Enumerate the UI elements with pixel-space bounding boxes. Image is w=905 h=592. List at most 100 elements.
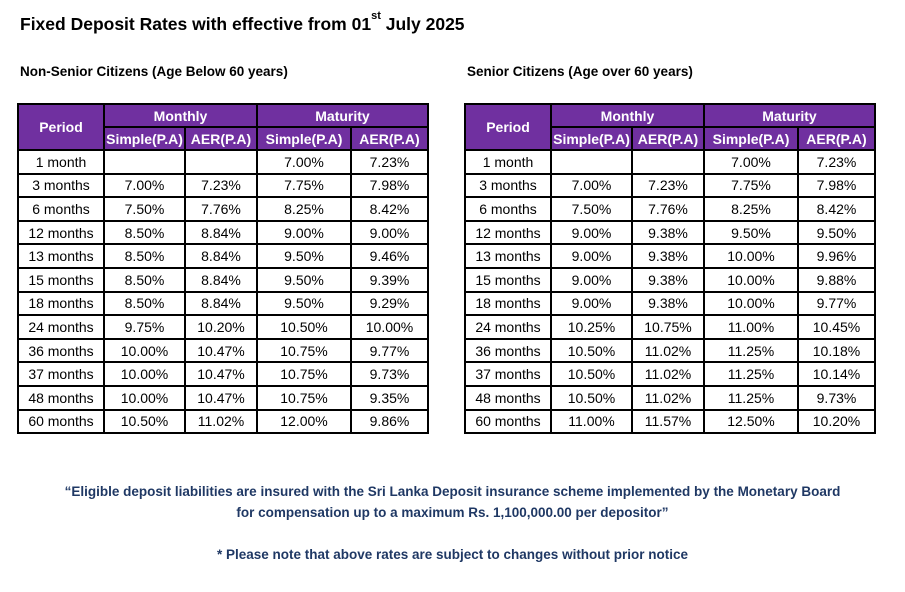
table-row: 36 months 10.50% 11.02% 11.25% 10.18% xyxy=(464,337,876,364)
title-superscript: st xyxy=(371,10,381,22)
header-maturity-aer: AER(P.A) xyxy=(797,126,876,151)
cell-maturity-simple: 9.50% xyxy=(256,290,352,317)
cell-maturity-simple: 9.50% xyxy=(256,243,352,269)
header-monthly-aer: AER(P.A) xyxy=(631,126,705,151)
cell-maturity-aer: 7.23% xyxy=(350,149,429,175)
cell-period: 48 months xyxy=(17,384,105,411)
table-row: 60 months 11.00% 11.57% 12.50% 10.20% xyxy=(464,408,876,435)
cell-maturity-simple: 11.25% xyxy=(703,337,799,364)
cell-monthly-simple: 11.00% xyxy=(550,408,633,435)
cell-maturity-simple: 7.00% xyxy=(256,149,352,175)
cell-maturity-simple: 10.75% xyxy=(256,337,352,364)
header-period: Period xyxy=(464,103,552,151)
insurance-note-line2: for compensation up to a maximum Rs. 1,1… xyxy=(236,505,669,520)
cell-period: 1 month xyxy=(464,149,552,175)
cell-maturity-simple: 9.00% xyxy=(256,219,352,246)
cell-monthly-simple: 7.50% xyxy=(103,196,186,222)
cell-maturity-aer: 9.77% xyxy=(350,337,429,364)
header-monthly-aer: AER(P.A) xyxy=(184,126,258,151)
cell-period: 18 months xyxy=(464,290,552,317)
cell-monthly-aer: 8.84% xyxy=(184,219,258,246)
cell-maturity-simple: 10.75% xyxy=(256,361,352,387)
cell-monthly-simple: 7.00% xyxy=(103,172,186,199)
cell-period: 24 months xyxy=(17,314,105,340)
table-body: 1 month 7.00% 7.23% 3 months 7.00% 7.23% 7.75%… xyxy=(464,149,876,435)
cell-maturity-aer: 8.42% xyxy=(350,196,429,222)
cell-monthly-simple: 8.50% xyxy=(103,219,186,246)
table-row: 36 months 10.00% 10.47% 10.75% 9.77% xyxy=(17,337,429,364)
cell-monthly-aer: 9.38% xyxy=(631,219,705,246)
cell-maturity-aer: 9.00% xyxy=(350,219,429,246)
cell-maturity-simple: 10.00% xyxy=(703,266,799,293)
non-senior-rates-table: Period Monthly Maturity Simple(P.A) AER(… xyxy=(17,103,429,435)
cell-monthly-aer: 7.23% xyxy=(184,172,258,199)
cell-period: 60 months xyxy=(464,408,552,435)
cell-maturity-aer: 9.35% xyxy=(350,384,429,411)
cell-maturity-aer: 9.50% xyxy=(797,219,876,246)
cell-maturity-simple: 8.25% xyxy=(256,196,352,222)
cell-monthly-aer: 7.76% xyxy=(184,196,258,222)
cell-monthly-simple: 10.50% xyxy=(103,408,186,435)
cell-period: 36 months xyxy=(17,337,105,364)
cell-monthly-aer: 11.02% xyxy=(631,337,705,364)
cell-maturity-aer: 7.98% xyxy=(350,172,429,199)
table-row: 15 months 8.50% 8.84% 9.50% 9.39% xyxy=(17,266,429,293)
header-maturity-aer: AER(P.A) xyxy=(350,126,429,151)
table-body: 1 month 7.00% 7.23% 3 months 7.00% 7.23% 7.75%… xyxy=(17,149,429,435)
cell-monthly-simple: 10.25% xyxy=(550,314,633,340)
cell-maturity-simple: 10.50% xyxy=(256,314,352,340)
cell-monthly-simple: 8.50% xyxy=(103,266,186,293)
table-row: 48 months 10.00% 10.47% 10.75% 9.35% xyxy=(17,384,429,411)
cell-monthly-simple: 9.00% xyxy=(550,219,633,246)
cell-period: 18 months xyxy=(17,290,105,317)
rate-change-notice: * Please note that above rates are subje… xyxy=(216,547,689,562)
cell-period: 1 month xyxy=(17,149,105,175)
cell-maturity-simple: 11.25% xyxy=(703,384,799,411)
cell-monthly-aer: 10.75% xyxy=(631,314,705,340)
cell-period: 24 months xyxy=(464,314,552,340)
cell-period: 60 months xyxy=(17,408,105,435)
cell-monthly-aer: 9.38% xyxy=(631,290,705,317)
cell-monthly-aer: 10.47% xyxy=(184,361,258,387)
header-monthly: Monthly xyxy=(550,103,705,128)
table-row: 15 months 9.00% 9.38% 10.00% 9.88% xyxy=(464,266,876,293)
cell-monthly-simple: 10.50% xyxy=(550,384,633,411)
cell-monthly-aer xyxy=(184,149,258,175)
cell-monthly-aer: 7.76% xyxy=(631,196,705,222)
cell-maturity-aer: 10.00% xyxy=(350,314,429,340)
cell-monthly-simple: 8.50% xyxy=(103,290,186,317)
cell-monthly-aer: 9.38% xyxy=(631,243,705,269)
cell-maturity-aer: 9.46% xyxy=(350,243,429,269)
cell-maturity-simple: 11.00% xyxy=(703,314,799,340)
cell-monthly-simple: 9.00% xyxy=(550,290,633,317)
cell-period: 37 months xyxy=(17,361,105,387)
header-maturity-simple: Simple(P.A) xyxy=(256,126,352,151)
cell-period: 13 months xyxy=(464,243,552,269)
cell-maturity-simple: 9.50% xyxy=(256,266,352,293)
cell-monthly-aer: 11.02% xyxy=(631,361,705,387)
cell-monthly-aer: 9.38% xyxy=(631,266,705,293)
table-row: 37 months 10.00% 10.47% 10.75% 9.73% xyxy=(17,361,429,387)
table-row: 24 months 9.75% 10.20% 10.50% 10.00% xyxy=(17,314,429,340)
cell-maturity-simple: 7.00% xyxy=(703,149,799,175)
table-row: 3 months 7.00% 7.23% 7.75% 7.98% xyxy=(464,172,876,199)
cell-maturity-simple: 9.50% xyxy=(703,219,799,246)
table-row: 1 month 7.00% 7.23% xyxy=(17,149,429,175)
cell-maturity-simple: 11.25% xyxy=(703,361,799,387)
cell-monthly-simple: 10.50% xyxy=(550,361,633,387)
cell-monthly-simple: 10.50% xyxy=(550,337,633,364)
non-senior-label: Non-Senior Citizens (Age Below 60 years) xyxy=(20,64,288,79)
cell-period: 37 months xyxy=(464,361,552,387)
table-row: 18 months 9.00% 9.38% 10.00% 9.77% xyxy=(464,290,876,317)
table-row: 3 months 7.00% 7.23% 7.75% 7.98% xyxy=(17,172,429,199)
table-row: 13 months 8.50% 8.84% 9.50% 9.46% xyxy=(17,243,429,269)
table-row: 13 months 9.00% 9.38% 10.00% 9.96% xyxy=(464,243,876,269)
cell-maturity-aer: 10.18% xyxy=(797,337,876,364)
table-row: 6 months 7.50% 7.76% 8.25% 8.42% xyxy=(17,196,429,222)
header-maturity-simple: Simple(P.A) xyxy=(703,126,799,151)
cell-maturity-aer: 10.14% xyxy=(797,361,876,387)
cell-monthly-aer: 8.84% xyxy=(184,243,258,269)
cell-monthly-simple xyxy=(103,149,186,175)
table-row: 24 months 10.25% 10.75% 11.00% 10.45% xyxy=(464,314,876,340)
cell-monthly-aer: 11.57% xyxy=(631,408,705,435)
